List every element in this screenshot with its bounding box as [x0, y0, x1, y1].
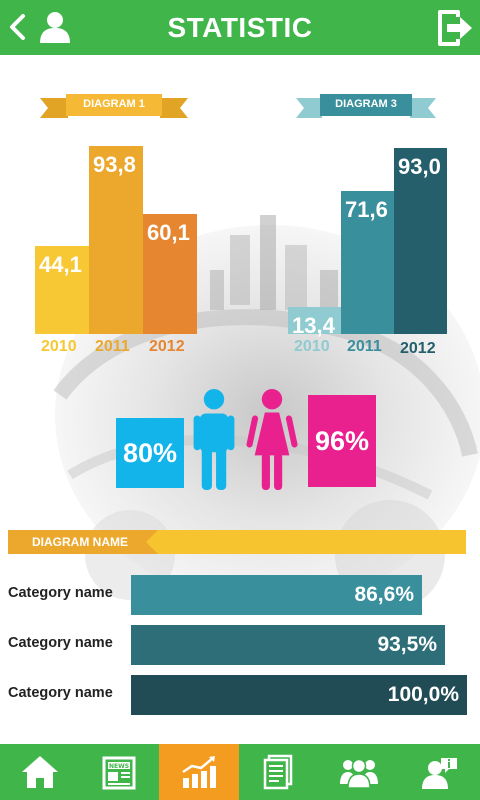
male-percent: 80% [116, 418, 184, 488]
header: STATISTIC [0, 0, 480, 55]
diagram-1-chart: 44,1 2010 93,8 2011 60,1 2012 [35, 146, 197, 355]
news-icon-text: NEWS [109, 763, 129, 770]
chart-icon [182, 756, 216, 788]
user-icon[interactable] [38, 10, 72, 44]
page-title: STATISTIC [167, 12, 313, 43]
bar-year-label: 2010 [41, 338, 77, 355]
chevron-left-icon[interactable] [6, 12, 28, 42]
diagram-name-title: DIAGRAM NAME [32, 535, 128, 549]
bar-2010 [35, 246, 89, 334]
bar-year-label: 2010 [294, 338, 330, 355]
document-icon [263, 754, 293, 790]
bar-2011 [341, 191, 394, 334]
bar-year-label: 2011 [347, 338, 382, 355]
category-label: Category name [8, 685, 113, 701]
male-percent-value: 80% [122, 438, 178, 468]
nav-news[interactable]: NEWS [80, 744, 160, 800]
category-label: Category name [8, 635, 113, 651]
bar-value-label: 71,6 [345, 197, 388, 222]
category-bar: 100,0% [131, 675, 467, 715]
bar-value-label: 93,8 [93, 152, 136, 177]
bar-2011 [89, 146, 143, 334]
bottom-nav: NEWS [0, 744, 480, 800]
bar-2010 [288, 307, 341, 334]
female-percent-value: 96% [314, 426, 370, 456]
diagram-3-title: DIAGRAM 3 [335, 98, 397, 110]
nav-community[interactable] [319, 744, 399, 800]
bar-value-label: 93,0 [398, 154, 441, 179]
bar-2012 [143, 214, 197, 334]
category-label: Category name [8, 585, 113, 601]
category-bar: 93,5% [131, 625, 445, 665]
nav-documents[interactable] [239, 744, 319, 800]
info-user-icon [422, 758, 457, 789]
diagram-3-ribbon: DIAGRAM 3 [296, 94, 436, 120]
nav-info[interactable] [399, 744, 479, 800]
group-icon [340, 758, 378, 789]
exit-icon[interactable] [436, 8, 474, 48]
bar-2012 [394, 148, 447, 334]
home-icon [22, 756, 58, 788]
diagram-1-ribbon: DIAGRAM 1 [40, 94, 188, 120]
diagram-1-title: DIAGRAM 1 [83, 98, 145, 110]
diagram-3-chart: 13,4 2010 71,6 2011 93,0 2012 [288, 148, 447, 357]
male-icon [193, 389, 235, 490]
bar-year-label: 2012 [149, 338, 185, 355]
bar-year-label: 2011 [95, 338, 130, 355]
bar-value-label: 13,4 [292, 313, 335, 338]
category-value: 93,5% [377, 633, 437, 656]
diagram-name-banner [8, 530, 466, 554]
category-bar: 86,6% [131, 575, 422, 615]
category-value: 100,0% [387, 683, 459, 706]
nav-statistic[interactable] [159, 744, 239, 800]
nav-home[interactable] [0, 744, 80, 800]
female-percent: 96% [308, 395, 376, 487]
female-icon [246, 389, 298, 490]
bar-value-label: 44,1 [39, 252, 82, 277]
news-icon: NEWS [102, 756, 136, 790]
bar-year-label: 2012 [400, 340, 436, 357]
category-value: 86,6% [354, 583, 414, 606]
bar-value-label: 60,1 [147, 220, 190, 245]
